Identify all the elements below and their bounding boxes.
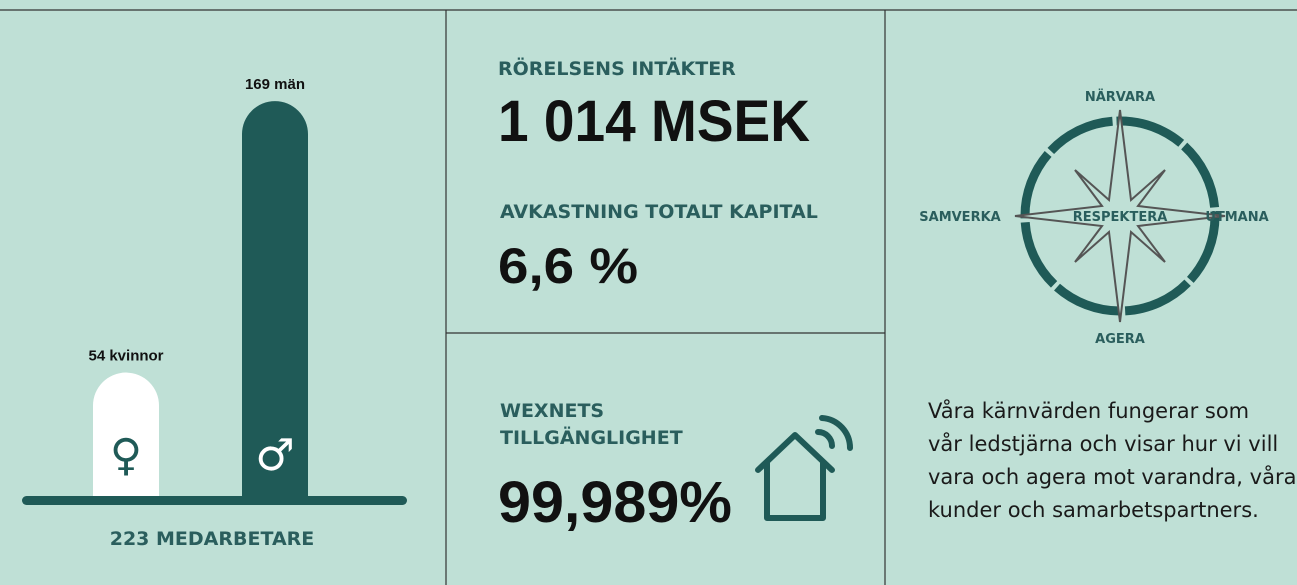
compass-label: NÄRVARA <box>1085 89 1155 105</box>
bar-label: 54 kvinnor <box>88 348 163 365</box>
description-line: Våra kärnvärden fungerar som <box>928 398 1249 423</box>
compass-star <box>1014 109 1226 323</box>
gender-icon: ♂ <box>255 430 294 481</box>
big-number: 1 014 MSEK <box>498 89 810 154</box>
house-icon <box>755 415 854 521</box>
compass-label: AGERA <box>1095 332 1145 347</box>
bar <box>93 372 159 500</box>
description: Våra kärnvärden fungerar som vår ledstjär… <box>928 398 1296 522</box>
employee-chart: 54 kvinnor ♀ 169 män ♂ <box>88 76 308 501</box>
compass <box>1014 109 1226 323</box>
compass-label: SAMVERKA <box>919 210 1000 225</box>
big-number: 6,6 % <box>498 238 638 294</box>
description-line: vara och agera mot varandra, våra <box>928 464 1296 489</box>
heading: RÖRELSENS INTÄKTER <box>498 56 736 80</box>
bar <box>242 101 308 501</box>
baseline <box>22 496 407 505</box>
description-line: vår ledstjärna och visar hur vi vill <box>928 431 1278 456</box>
compass-label: UTMANA <box>1205 210 1268 225</box>
compass-label: RESPEKTERA <box>1073 210 1168 225</box>
heading: TILLGÄNGLIGHET <box>500 425 683 449</box>
heading: WEXNETS <box>500 400 604 422</box>
gender-icon: ♀ <box>110 430 142 481</box>
heading: AVKASTNING TOTALT KAPITAL <box>500 201 818 223</box>
big-number: 99,989% <box>498 470 732 535</box>
total-label: 223 MEDARBETARE <box>110 528 315 550</box>
bar-label: 169 män <box>245 76 305 93</box>
description-line: kunder och samarbetspartners. <box>928 498 1259 522</box>
